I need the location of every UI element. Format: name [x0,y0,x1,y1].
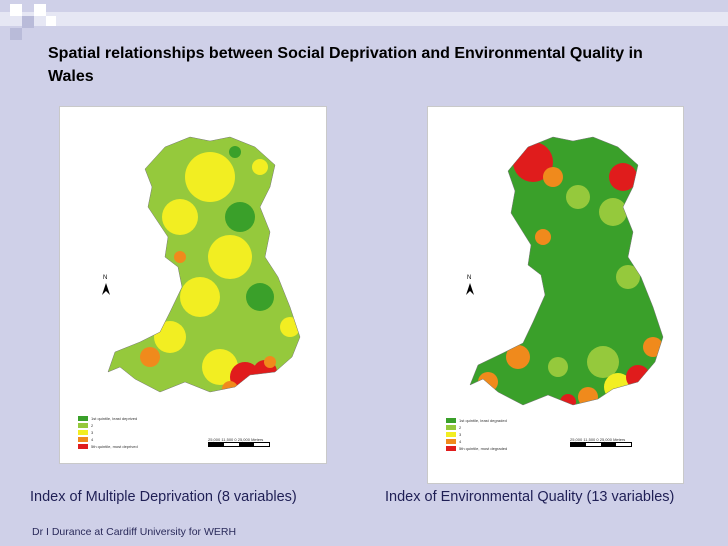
legend-item: 5th quintile, most degraded [446,445,507,452]
environmental-quality-map-panel: N 1st quintile, least degraded 2 3 4 5th… [428,107,683,483]
north-arrow-icon [102,283,110,295]
legend-swatch [446,418,456,423]
legend-swatch [446,425,456,430]
legend-swatch [78,430,88,435]
scale-bar: 25,000 11,500 0 25,000 Meters [570,437,632,447]
legend-swatch [78,437,88,442]
deprivation-legend: 1st quintile, least deprived 2 3 4 5th q… [78,415,138,450]
scale-graphic [208,442,270,447]
legend-item: 5th quintile, most deprived [78,443,138,450]
deco-square [22,16,34,28]
header-band [0,12,728,26]
legend-item: 2 [446,424,507,431]
deprivation-map: N [102,136,301,393]
deco-square [34,4,46,16]
deco-square [10,4,22,16]
scale-text: 25,000 11,500 0 25,000 Meters [208,437,264,442]
legend-item: 1st quintile, least deprived [78,415,138,422]
legend-swatch [78,444,88,449]
legend-swatch [446,446,456,451]
legend-item: 4 [78,436,138,443]
scale-bar: 25,000 11,500 0 25,000 Meters [208,437,270,447]
legend-item: 4 [446,438,507,445]
legend-item: 2 [78,422,138,429]
deprivation-map-panel: N 1st quintile, least deprived 2 3 4 5th… [60,107,326,463]
environmental-caption: Index of Environmental Quality (13 varia… [385,489,675,505]
legend-item: 1st quintile, least degraded [446,417,507,424]
legend-item: 3 [446,431,507,438]
deco-square [10,28,22,40]
legend-swatch [446,439,456,444]
legend-swatch [78,423,88,428]
footer-credit: Dr I Durance at Cardiff University for W… [32,526,237,538]
north-label: N [103,275,107,281]
legend-item: 3 [78,429,138,436]
legend-swatch [78,416,88,421]
scale-text: 25,000 11,500 0 25,000 Meters [570,437,626,442]
scale-graphic [570,442,632,447]
environmental-legend: 1st quintile, least degraded 2 3 4 5th q… [446,417,507,452]
legend-swatch [446,432,456,437]
environmental-quality-map: N [466,136,664,406]
deco-square [46,16,56,26]
north-label: N [467,275,471,281]
slide-title: Spatial relationships between Social Dep… [48,45,643,85]
north-arrow-icon [466,283,474,295]
deprivation-caption: Index of Multiple Deprivation (8 variabl… [30,489,297,505]
header-decoration [0,0,728,46]
